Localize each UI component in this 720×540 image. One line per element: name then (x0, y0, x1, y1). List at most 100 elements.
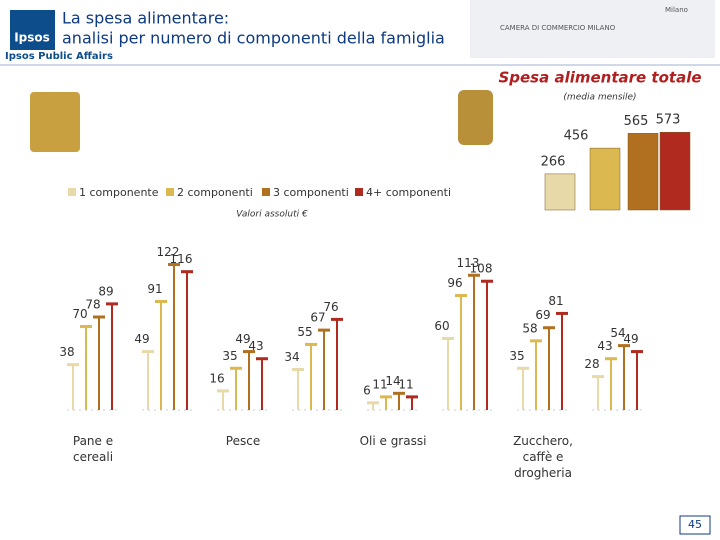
value-label: 49 (623, 332, 638, 346)
bar-cap (556, 311, 568, 315)
bar-cap (106, 302, 118, 306)
bar-cap (67, 363, 79, 367)
bar-cap (517, 366, 529, 370)
value-label: 6 (363, 383, 371, 397)
bar-cap (442, 336, 454, 340)
legend-label: 1 componente (79, 186, 159, 199)
value-label: 49 (235, 332, 250, 346)
subbrand: Ipsos Public Affairs (5, 51, 113, 62)
value-label: 89 (98, 284, 113, 298)
value-label: 14 (385, 374, 400, 388)
bar-cap (455, 294, 467, 298)
bar-cap (256, 357, 268, 361)
bar-cap (406, 395, 418, 399)
value-label: 78 (85, 298, 100, 312)
logo (10, 10, 55, 50)
value-label: 70 (72, 307, 87, 321)
bar-cap (318, 328, 330, 332)
value-label: 573 (656, 113, 681, 128)
value-label: 43 (248, 339, 263, 353)
bar-cap (217, 389, 229, 393)
value-label: 11 (398, 377, 413, 391)
partner: CAMERA DI COMMERCIO MILANO (500, 24, 616, 32)
chart-title: Spesa alimentare totale (498, 69, 701, 87)
divider (0, 64, 720, 66)
value-label: 54 (610, 326, 625, 340)
bar-cap (243, 350, 255, 354)
bar-cap (367, 401, 379, 405)
legend-swatch (355, 188, 363, 196)
bar-cap (631, 350, 643, 354)
value-label: 49 (134, 332, 149, 346)
title: La spesa alimentare: (62, 9, 229, 28)
value-label: 16 (209, 371, 224, 385)
value-label: 116 (170, 252, 193, 266)
value-label: 69 (535, 308, 550, 322)
value-label: 81 (548, 294, 563, 308)
cart-icon (30, 92, 80, 152)
bar-cap (331, 317, 343, 321)
bar-cap (543, 326, 555, 330)
bar-cap (93, 315, 105, 319)
axis-note: Valori assoluti € (236, 210, 308, 220)
page-number: 45 (688, 518, 702, 531)
value-label: 91 (147, 282, 162, 296)
page-box (679, 515, 711, 535)
coin-stack (659, 131, 691, 211)
value-label: 122 (157, 245, 180, 259)
bar-cap (481, 279, 493, 283)
value-label: 113 (457, 256, 480, 270)
coin-stack (627, 133, 659, 211)
value-label: 60 (434, 319, 449, 333)
bar-cap (155, 300, 167, 303)
bar-cap (468, 273, 480, 277)
coin-stack (589, 147, 621, 211)
value-label: 67 (310, 311, 325, 325)
value-label: 28 (584, 357, 599, 371)
value-label: 38 (59, 345, 74, 359)
bar-cap (605, 357, 617, 361)
value-label: 35 (509, 349, 524, 363)
value-label: 58 (522, 321, 537, 335)
bar-cap (168, 263, 180, 267)
bar-cap (142, 350, 154, 354)
bar-cap (230, 366, 242, 370)
chart-subtitle: (media mensile) (563, 93, 636, 103)
value-label: 108 (470, 262, 493, 276)
legend-swatch (68, 188, 76, 196)
value-label: 76 (323, 300, 338, 314)
value-label: 43 (597, 339, 612, 353)
coin-stack (544, 173, 576, 211)
bar-cap (393, 391, 405, 395)
category-label: Oli e grassi (359, 434, 427, 448)
legend-label: 4+ componenti (366, 186, 451, 199)
legend-swatch (262, 188, 270, 196)
value-label: 11 (372, 377, 387, 391)
city: Milano (665, 6, 688, 14)
legend-swatch (166, 188, 174, 196)
bar-cap (181, 270, 193, 274)
title: analisi per numero di componenti della f… (62, 29, 445, 48)
value-label: 565 (624, 114, 649, 129)
bar-cap (592, 375, 604, 379)
value-label: 55 (297, 325, 312, 339)
bar-cap (305, 342, 317, 346)
legend-label: 2 componenti (177, 186, 253, 199)
bar-cap (292, 367, 304, 371)
value-label: 35 (222, 349, 237, 363)
bar-cap (80, 325, 92, 329)
value-label: 96 (447, 276, 462, 290)
category-label: Pesce (225, 434, 261, 448)
value-label: 34 (284, 350, 299, 364)
value-label: 456 (564, 129, 589, 144)
brand: Ipsos (14, 31, 50, 45)
category-label: Pane e cereali (72, 434, 114, 464)
legend-label: 3 componenti (273, 186, 349, 199)
value-label: 266 (541, 154, 566, 169)
coins-icon (458, 90, 493, 145)
bar-cap (618, 344, 630, 348)
partner-banner (470, 0, 715, 58)
bar-cap (380, 395, 392, 399)
